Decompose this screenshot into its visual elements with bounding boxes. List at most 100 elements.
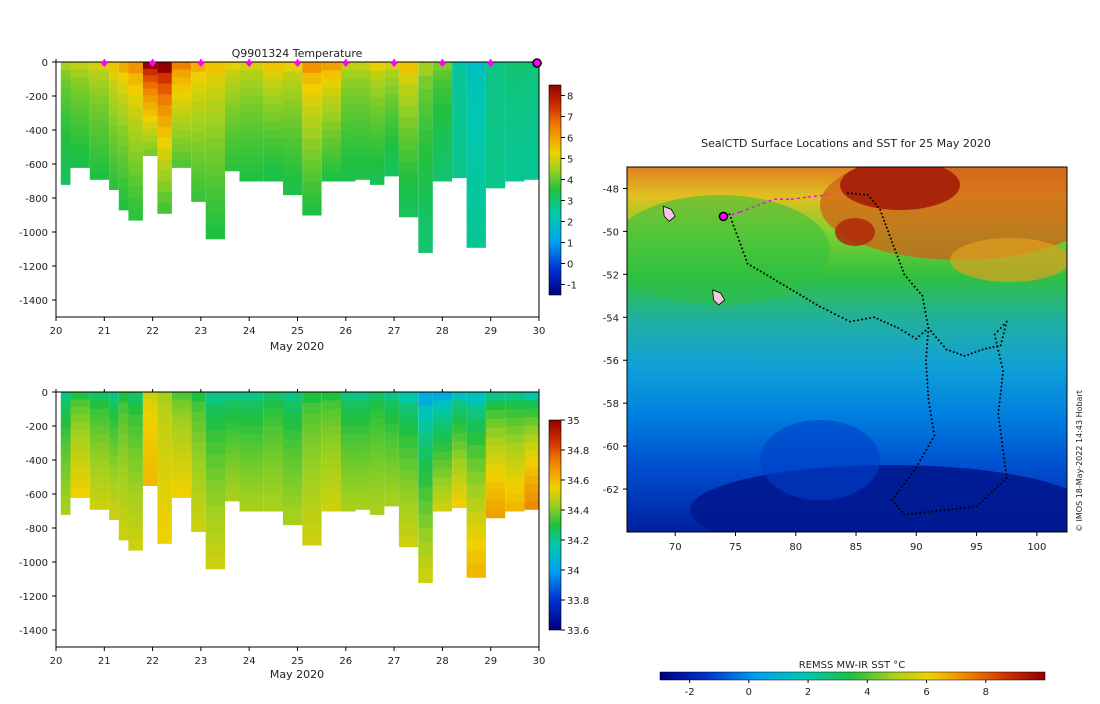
profile-cell [171,84,192,93]
map-longitude-axis: 70 75 80 85 90 95 100 [669,532,1046,553]
profile-cell [302,435,322,448]
track-point [1002,449,1004,452]
profile-cell [369,88,385,98]
profile-cell [355,145,370,155]
profile-cell [60,505,71,515]
temperature-title: Q9901324 Temperature [232,47,363,60]
profile-cell [109,510,119,520]
profile-cell [418,446,433,461]
profile-cell [321,62,341,71]
profile-cell [432,70,452,80]
profile-cell [485,445,506,456]
profile-cell [109,180,119,190]
profile-column [205,62,225,240]
profile-cell [263,155,283,165]
track-point [904,331,907,334]
profile-cell [263,164,283,173]
profile-column [283,62,303,196]
track-point [918,335,921,338]
profile-cell [355,500,370,510]
profile-cell [302,457,322,469]
profile-cell [321,417,341,427]
track-point [891,498,894,501]
track-point [951,508,954,511]
track-point [742,251,745,254]
profile-cell [263,96,283,105]
profile-cell [418,89,433,104]
profile-cell [205,125,225,139]
profile-cell [283,410,303,421]
track-point [876,205,879,208]
track-point [847,192,849,195]
profile-cell [384,440,399,450]
profile-cell [505,451,525,461]
profile-cell [524,95,539,105]
track-point [942,345,945,348]
profile-cell [524,450,539,460]
track-point [993,333,996,336]
profile-cell [128,163,143,176]
track-point [876,317,879,320]
profile-cell [205,493,225,507]
profile-cell [302,392,322,404]
profile-cell [142,445,158,453]
profile-cell [205,417,225,431]
lon-tick-label: 75 [729,542,742,553]
profile-cell [225,62,240,71]
profile-cell [263,443,283,452]
track-point [998,425,1001,427]
profile-cell [355,95,370,105]
profile-cell [225,461,240,471]
profile-cell [341,138,356,148]
salinity-panel: 0-200-400-600-800-1000-1200-1400 20 21 22 2… [19,388,589,681]
profile-cell [418,75,433,90]
profile-cell [142,122,158,130]
profile-cell [239,96,264,105]
profile-cell [60,62,71,72]
profile-cell [321,164,341,173]
profile-cell [485,160,506,171]
profile-cell [128,152,143,165]
profile-cell [142,75,158,83]
track-point [996,345,999,348]
profile-column [524,62,539,180]
sst-field [627,167,1067,532]
profile-cell [384,70,399,79]
profile-cell [505,400,525,410]
profile-cell [128,414,143,427]
profile-cell [355,408,370,418]
profile-cell [171,452,192,461]
profile-cell [128,95,143,108]
profile-cell [128,107,143,119]
profile-column [70,392,90,498]
profile-cell [384,465,399,474]
profile-cell [321,460,341,469]
profile-cell [205,442,225,456]
profile-cell [539,392,543,402]
y-tick-label: -1200 [19,262,48,273]
track-point [893,325,896,328]
profile-cell [539,429,543,439]
profile-cell [191,81,206,93]
profile-cell [485,115,506,126]
track-point [805,297,808,300]
profile-cell [89,417,110,426]
track-point [915,337,918,340]
profile-cell [321,400,341,410]
profile-cell [355,129,370,138]
profile-cell [321,392,341,401]
profile-column [485,392,506,519]
profile-cell [524,78,539,88]
profile-cell [89,475,110,485]
colorbar-tick-label: 7 [567,113,573,124]
profile-cell [109,153,119,163]
track-point [999,327,1002,329]
track-point [907,513,910,516]
track-point [908,476,911,479]
profile-cell [89,120,110,130]
profile-cell [418,102,433,117]
profile-cell [109,492,119,502]
profile-cell [524,87,539,96]
track-point [769,276,772,279]
profile-cell [418,500,433,515]
